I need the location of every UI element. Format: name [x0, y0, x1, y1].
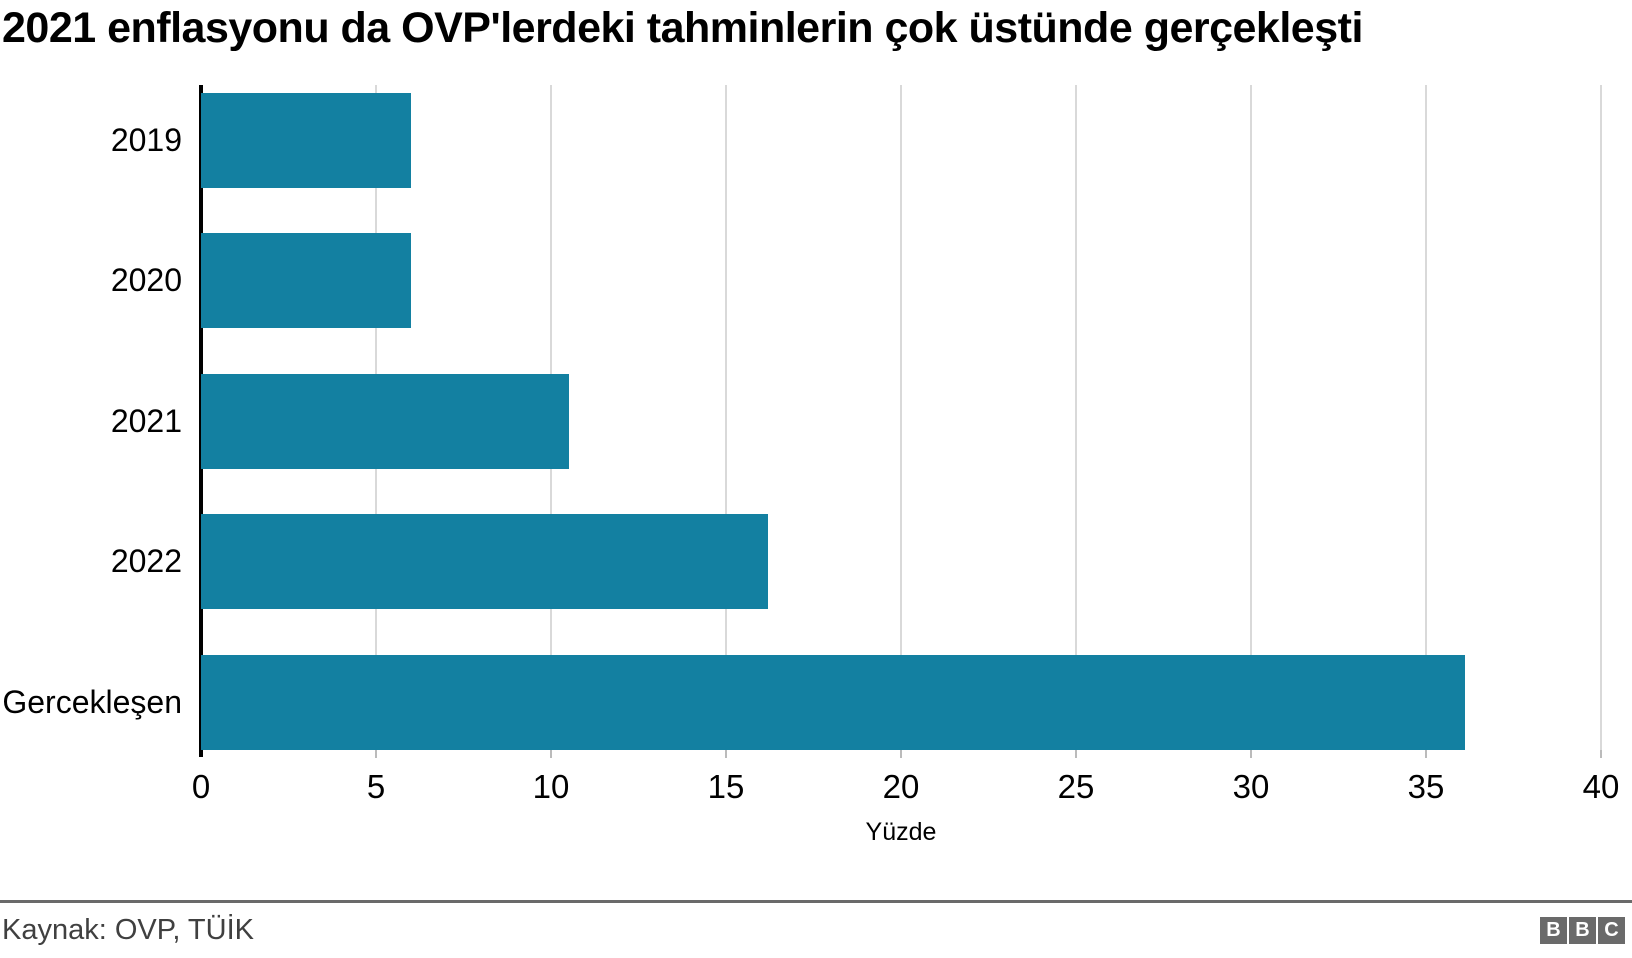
gridline — [725, 85, 727, 750]
x-tick-mark — [1600, 750, 1602, 758]
bar-Gercekleşen — [201, 654, 1465, 750]
bar-2020 — [201, 233, 411, 328]
bar-2019 — [201, 92, 411, 188]
gridline — [1600, 85, 1602, 750]
x-tick-label: 25 — [1057, 768, 1095, 805]
y-axis-label: 2019 — [110, 121, 182, 158]
y-axis-label: 2020 — [110, 262, 182, 298]
x-axis: 0 5 10 15 20 25 30 35 40 — [192, 768, 1620, 813]
chart-title: 2021 enflasyonu da OVP'lerdeki tahminler… — [2, 4, 1363, 52]
y-axis-label: 2021 — [110, 402, 182, 439]
bbc-logo-letter-box: C — [1598, 917, 1625, 944]
y-axis-labels: 2019 2020 2021 2022 Gercekleşen — [0, 85, 182, 750]
y-axis-label: Gercekleşen — [2, 683, 182, 720]
x-tick-label: 40 — [1582, 768, 1620, 805]
bbc-logo-letter-box: B — [1540, 917, 1567, 944]
gridline — [900, 85, 902, 750]
x-tick-label: 35 — [1407, 768, 1445, 805]
x-tick-mark — [900, 750, 902, 758]
footer-divider — [0, 900, 1632, 903]
x-tick-label: 0 — [191, 768, 211, 805]
x-tick-label: 10 — [532, 768, 570, 805]
x-tick-label: 15 — [707, 768, 745, 805]
x-tick-mark — [1425, 750, 1427, 758]
gridline — [1250, 85, 1252, 750]
x-tick-label: 20 — [882, 768, 920, 805]
bar-2021 — [201, 373, 569, 469]
x-tick-mark — [1075, 750, 1077, 758]
y-axis-label: 2022 — [110, 543, 182, 579]
x-tick-mark — [375, 750, 377, 758]
plot-area — [199, 85, 1602, 758]
x-tick-label: 30 — [1232, 768, 1270, 805]
gridline — [1425, 85, 1427, 750]
gridline — [1075, 85, 1077, 750]
x-tick-label: 5 — [366, 768, 386, 805]
source-text: Kaynak: OVP, TÜİK — [2, 914, 254, 946]
bar-2022 — [201, 514, 768, 609]
x-tick-mark — [725, 750, 727, 758]
x-tick-mark — [550, 750, 552, 758]
x-tick-mark — [1250, 750, 1252, 758]
bbc-logo-letter-box: B — [1569, 917, 1596, 944]
x-axis-title: Yüzde — [865, 818, 937, 846]
